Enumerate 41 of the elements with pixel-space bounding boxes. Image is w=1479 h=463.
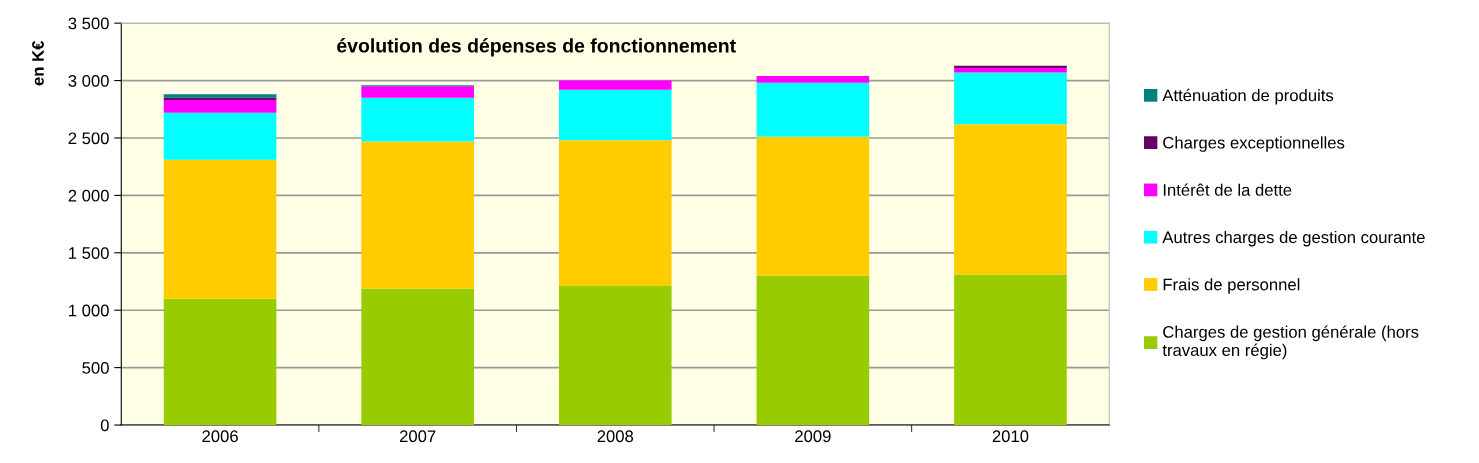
bar bbox=[361, 97, 474, 142]
bar bbox=[558, 286, 672, 426]
y-axis-title: en K€ bbox=[32, 40, 44, 86]
bar bbox=[163, 100, 277, 113]
bar bbox=[361, 86, 474, 98]
bar bbox=[361, 288, 474, 426]
y-tick-label: 3 500 bbox=[68, 17, 109, 30]
y-tick-label: 1 500 bbox=[69, 247, 109, 259]
bar bbox=[954, 67, 1067, 73]
text: évolution des dépenses de fonctionnement bbox=[337, 38, 736, 57]
legend-label: Atténuation de produits bbox=[1162, 88, 1334, 105]
bar bbox=[954, 72, 1067, 125]
bar bbox=[756, 75, 870, 83]
bar bbox=[954, 274, 1067, 426]
x-tick-label: 2006 bbox=[202, 430, 238, 443]
bar bbox=[558, 140, 672, 287]
y-tick-label: 1 000 bbox=[69, 304, 109, 317]
bar bbox=[163, 298, 277, 426]
bar bbox=[954, 124, 1067, 275]
bar bbox=[558, 80, 672, 90]
y-tick-label: 2 500 bbox=[68, 132, 109, 145]
bar bbox=[756, 82, 870, 137]
legend-label: Charges exceptionnelles bbox=[1163, 136, 1345, 152]
bar bbox=[163, 159, 277, 299]
bar bbox=[361, 141, 474, 289]
legend-label: Charges de gestion générale (hors travaux en régie) bbox=[1162, 325, 1419, 360]
bar bbox=[756, 136, 870, 276]
y-tick-label: 0 bbox=[100, 419, 109, 432]
legend-label: Frais de personnel bbox=[1163, 278, 1300, 294]
bar bbox=[163, 112, 277, 160]
legend-label: Intérêt de la dette bbox=[1163, 183, 1292, 196]
y-tick-label: 2 000 bbox=[68, 189, 109, 202]
y-tick-label: 3 000 bbox=[68, 74, 109, 87]
legend-label: Autres charges de gestion courante bbox=[1162, 230, 1425, 247]
bar bbox=[558, 89, 672, 141]
x-tick-label: 2008 bbox=[597, 430, 634, 443]
bar bbox=[756, 275, 870, 426]
x-tick-label: 2007 bbox=[399, 430, 436, 443]
y-tick-label: 500 bbox=[82, 362, 109, 374]
x-tick-label: 2010 bbox=[992, 430, 1029, 443]
x-tick-label: 2009 bbox=[795, 430, 831, 443]
